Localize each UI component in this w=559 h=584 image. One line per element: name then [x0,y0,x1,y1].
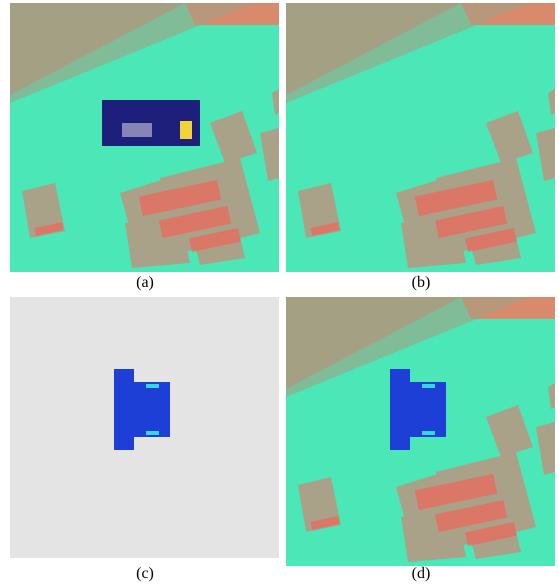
panel-a [10,0,279,272]
panels [0,0,559,584]
panel-d [286,257,555,566]
panel-b [286,0,555,272]
caption: (a) [10,274,280,292]
caption: (d) [286,565,556,583]
figure: (a) (b) (c) (d) [0,0,559,584]
caption: (b) [286,274,556,292]
panel-c [10,297,279,558]
caption: (c) [10,565,280,583]
